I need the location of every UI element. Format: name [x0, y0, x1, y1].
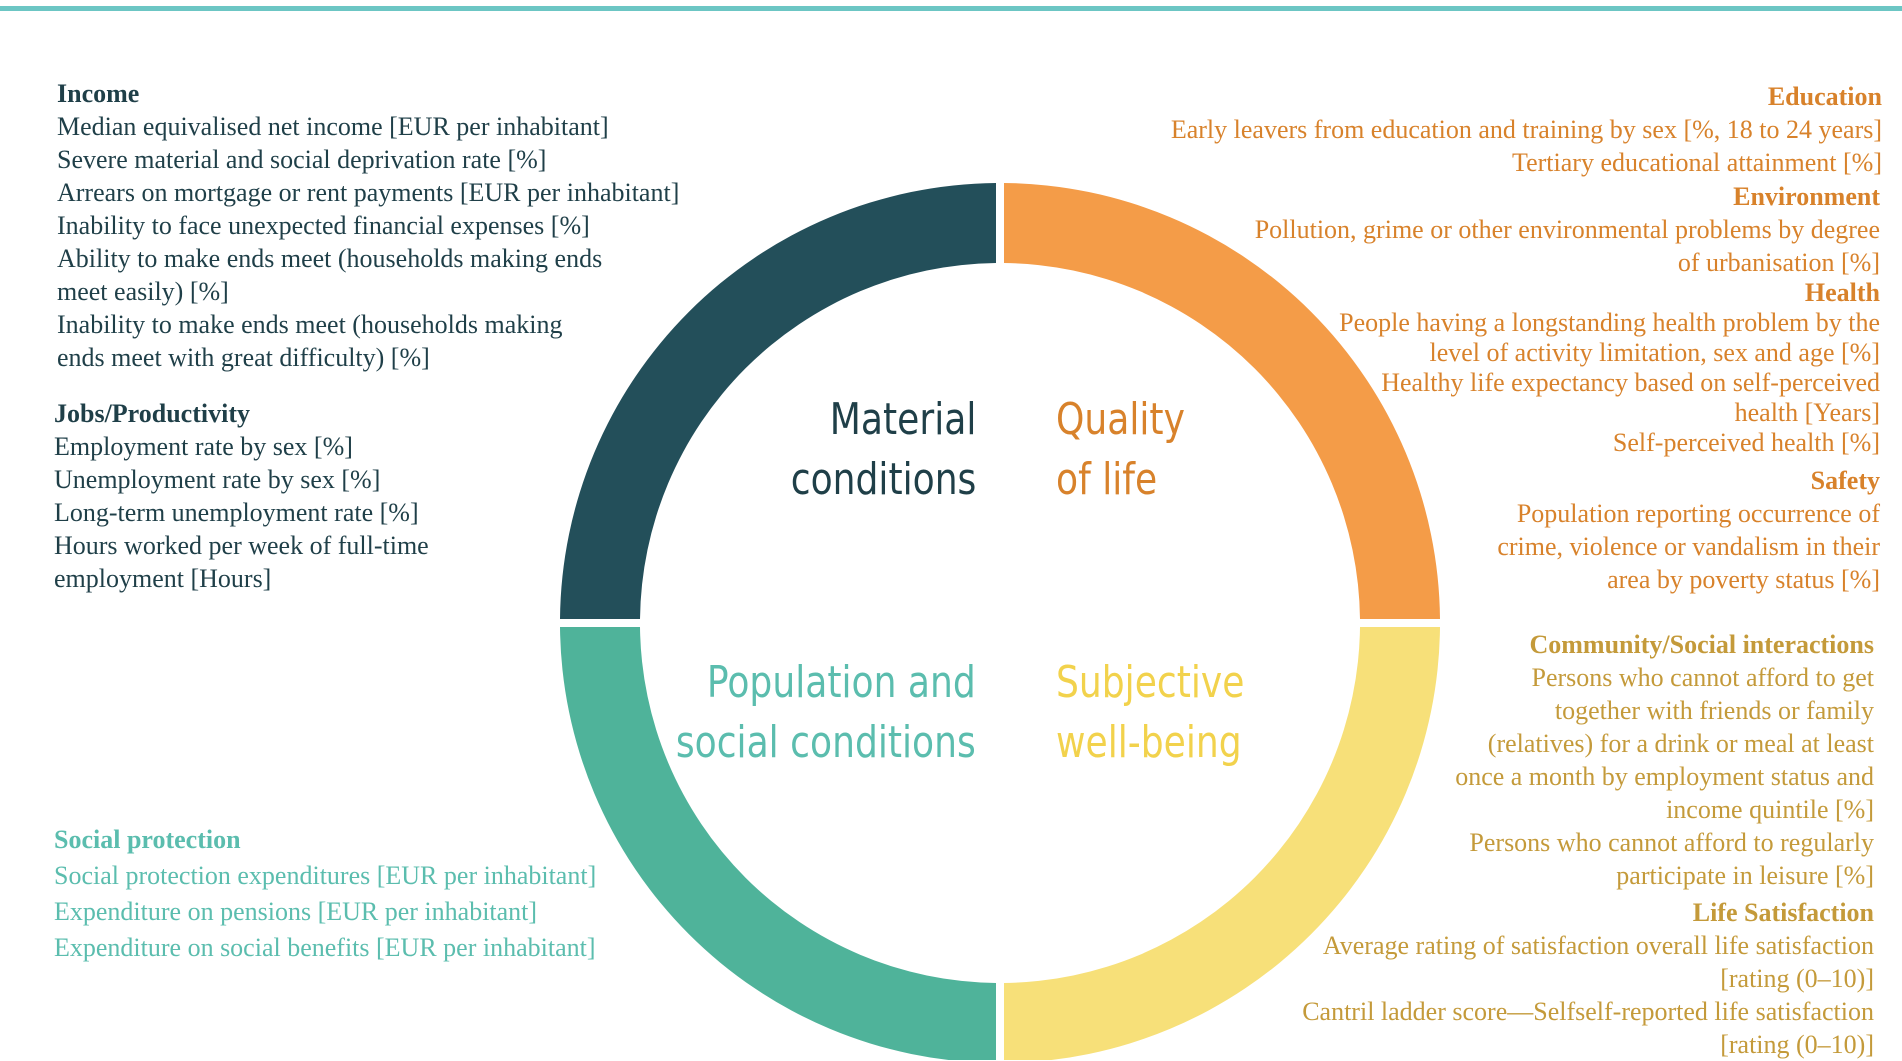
health-heading: Health	[1804, 278, 1880, 307]
indicator-item: Social protection expenditures [EUR per …	[54, 861, 597, 890]
income-heading: Income	[57, 79, 140, 108]
social-protection-heading: Social protection	[54, 825, 241, 854]
income-group: Income Median equivalised net income [EUR…	[57, 77, 757, 374]
population-social-segment	[560, 627, 996, 1060]
indicator-item: Healthy life expectancy based on self-pe…	[1381, 368, 1880, 427]
indicator-item: Long-term unemployment rate [%]	[54, 498, 419, 527]
jobs-heading: Jobs/Productivity	[54, 399, 250, 428]
subjective-wellbeing-segment	[1004, 627, 1440, 1060]
indicator-item: Inability to make ends meet (households …	[57, 310, 563, 372]
environment-heading: Environment	[1733, 182, 1880, 211]
indicator-item: Tertiary educational attainment [%]	[1512, 148, 1882, 177]
community-heading: Community/Social interactions	[1529, 630, 1875, 659]
quadrant-label-quality: Quality of life	[1056, 394, 1185, 505]
indicator-item: Severe material and social deprivation r…	[57, 145, 547, 174]
indicator-item: Population reporting occurrence of crime…	[1497, 499, 1880, 594]
indicator-item: Cantril ladder score—Selfself-reported l…	[1302, 997, 1874, 1059]
indicator-item: Median equivalised net income [EUR per i…	[57, 112, 609, 141]
indicator-item: People having a longstanding health prob…	[1339, 308, 1880, 367]
indicator-item: Ability to make ends meet (households ma…	[57, 244, 603, 306]
quality-of-life-segment	[1004, 183, 1440, 619]
quadrant-label-material: Material conditions	[790, 394, 976, 505]
safety-heading: Safety	[1810, 466, 1880, 495]
indicator-item: Early leavers from education and trainin…	[1170, 115, 1882, 144]
indicator-item: Arrears on mortgage or rent payments [EU…	[57, 178, 680, 207]
indicator-item: Expenditure on social benefits [EUR per …	[54, 933, 596, 962]
indicator-item: Unemployment rate by sex [%]	[54, 465, 381, 494]
indicator-item: Self-perceived health [%]	[1612, 428, 1880, 457]
indicator-item: Inability to face unexpected financial e…	[57, 211, 590, 240]
environment-group: Environment Pollution, grime or other env…	[1080, 180, 1880, 279]
indicator-item: Pollution, grime or other environmental …	[1254, 215, 1880, 277]
indicator-item: Persons who cannot afford to regularly p…	[1469, 828, 1874, 890]
quadrant-label-population: Population and social conditions	[676, 657, 976, 768]
life-satisfaction-group: Life Satisfaction Average rating of satis…	[1174, 896, 1874, 1061]
indicator-item: Average rating of satisfaction overall l…	[1322, 931, 1874, 993]
material-conditions-segment	[560, 183, 996, 619]
health-group: Health People having a longstanding healt…	[1180, 278, 1880, 458]
community-group: Community/Social interactions Persons who…	[1274, 628, 1874, 892]
safety-group: Safety Population reporting occurrence of…	[1280, 464, 1880, 596]
education-heading: Education	[1767, 82, 1882, 111]
indicator-item: Employment rate by sex [%]	[54, 432, 353, 461]
indicator-item: Persons who cannot afford to get togethe…	[1455, 663, 1874, 824]
top-rule	[0, 6, 1902, 11]
quadrant-label-subjective: Subjective well-being	[1056, 657, 1245, 768]
indicator-item: Expenditure on pensions [EUR per inhabit…	[54, 897, 538, 926]
indicator-item: Hours worked per week of full-time emplo…	[54, 531, 429, 593]
education-group: Education Early leavers from education an…	[1082, 80, 1882, 179]
life-satisfaction-heading: Life Satisfaction	[1692, 898, 1874, 927]
social-protection-group: Social protection Social protection expen…	[54, 822, 694, 966]
jobs-group: Jobs/Productivity Employment rate by sex …	[54, 397, 614, 595]
